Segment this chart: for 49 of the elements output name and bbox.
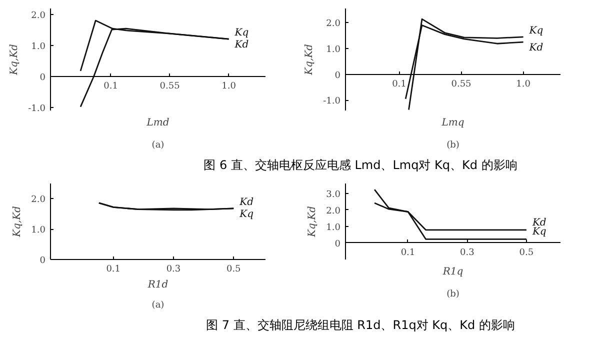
x-axis-title: Lmq — [440, 118, 464, 128]
text: 图 7 直、交轴阻尼绕组电阻 R1d、R1q对 Kq、Kd 的影响 — [206, 317, 515, 334]
x-tick-label: 0.1 — [400, 248, 416, 258]
y-axis-title: Kq,Kd — [9, 44, 20, 76]
y-tick-label: 1.0 — [31, 226, 46, 236]
x-tick-label: 0.55 — [451, 79, 472, 90]
y-axis-title: Kq,Kd — [304, 44, 316, 76]
x-axis-title: R1d — [146, 280, 168, 290]
text: (a) — [152, 140, 164, 150]
x-tick-label: 0.1 — [106, 264, 121, 274]
y-tick-label: 3.0 — [326, 190, 341, 200]
series-label: Kq — [238, 208, 254, 220]
series-label: Kd — [238, 196, 254, 208]
text: 图 6 直、交轴电枢反应电感 Lmd、Lmq对 Kq、Kd 的影响 — [204, 157, 518, 174]
series-label: Kd — [234, 40, 249, 51]
x-tick-label: 1.0 — [516, 79, 531, 90]
x-axis-title: Lmd — [146, 118, 170, 128]
x-tick-label: 0.55 — [160, 82, 180, 92]
y-tick-label: -1.0 — [28, 104, 46, 114]
y-tick-label: 0 — [40, 73, 46, 83]
x-tick-label: 0.3 — [166, 264, 181, 274]
y-axis-title: Kq,Kd — [307, 206, 318, 238]
text: (a) — [152, 300, 164, 310]
y-tick-label: 0 — [334, 239, 341, 250]
series-label: Kd — [531, 217, 546, 228]
y-axis-title: Kq,Kd — [12, 206, 24, 238]
text: (b) — [446, 290, 460, 300]
series-label: Kd — [528, 42, 544, 54]
x-tick-label: 0.5 — [519, 248, 534, 258]
y-tick-label: 0 — [40, 256, 46, 266]
y-tick-label: 2.0 — [31, 11, 46, 22]
y-tick-label: 1.0 — [326, 222, 341, 233]
y-tick-label: 2.0 — [326, 19, 341, 30]
y-tick-label: 2.0 — [31, 195, 46, 206]
y-tick-label: 0 — [334, 70, 341, 81]
series-label: Kq — [234, 28, 249, 39]
series-label: Kq — [528, 25, 544, 36]
y-tick-label: -1.0 — [323, 96, 341, 107]
y-tick-label: 2.0 — [326, 206, 341, 216]
x-tick-label: 0.3 — [460, 248, 475, 258]
text: (b) — [446, 140, 460, 150]
x-axis-title: R1q — [442, 266, 464, 278]
x-tick-label: 1.0 — [222, 82, 236, 92]
x-tick-label: 0.1 — [392, 79, 406, 90]
y-tick-label: 1.0 — [326, 45, 341, 56]
x-tick-label: 0.1 — [104, 82, 118, 92]
y-tick-label: 1.0 — [31, 42, 46, 52]
series-label: Kq — [531, 226, 546, 238]
x-tick-label: 0.5 — [226, 264, 242, 274]
